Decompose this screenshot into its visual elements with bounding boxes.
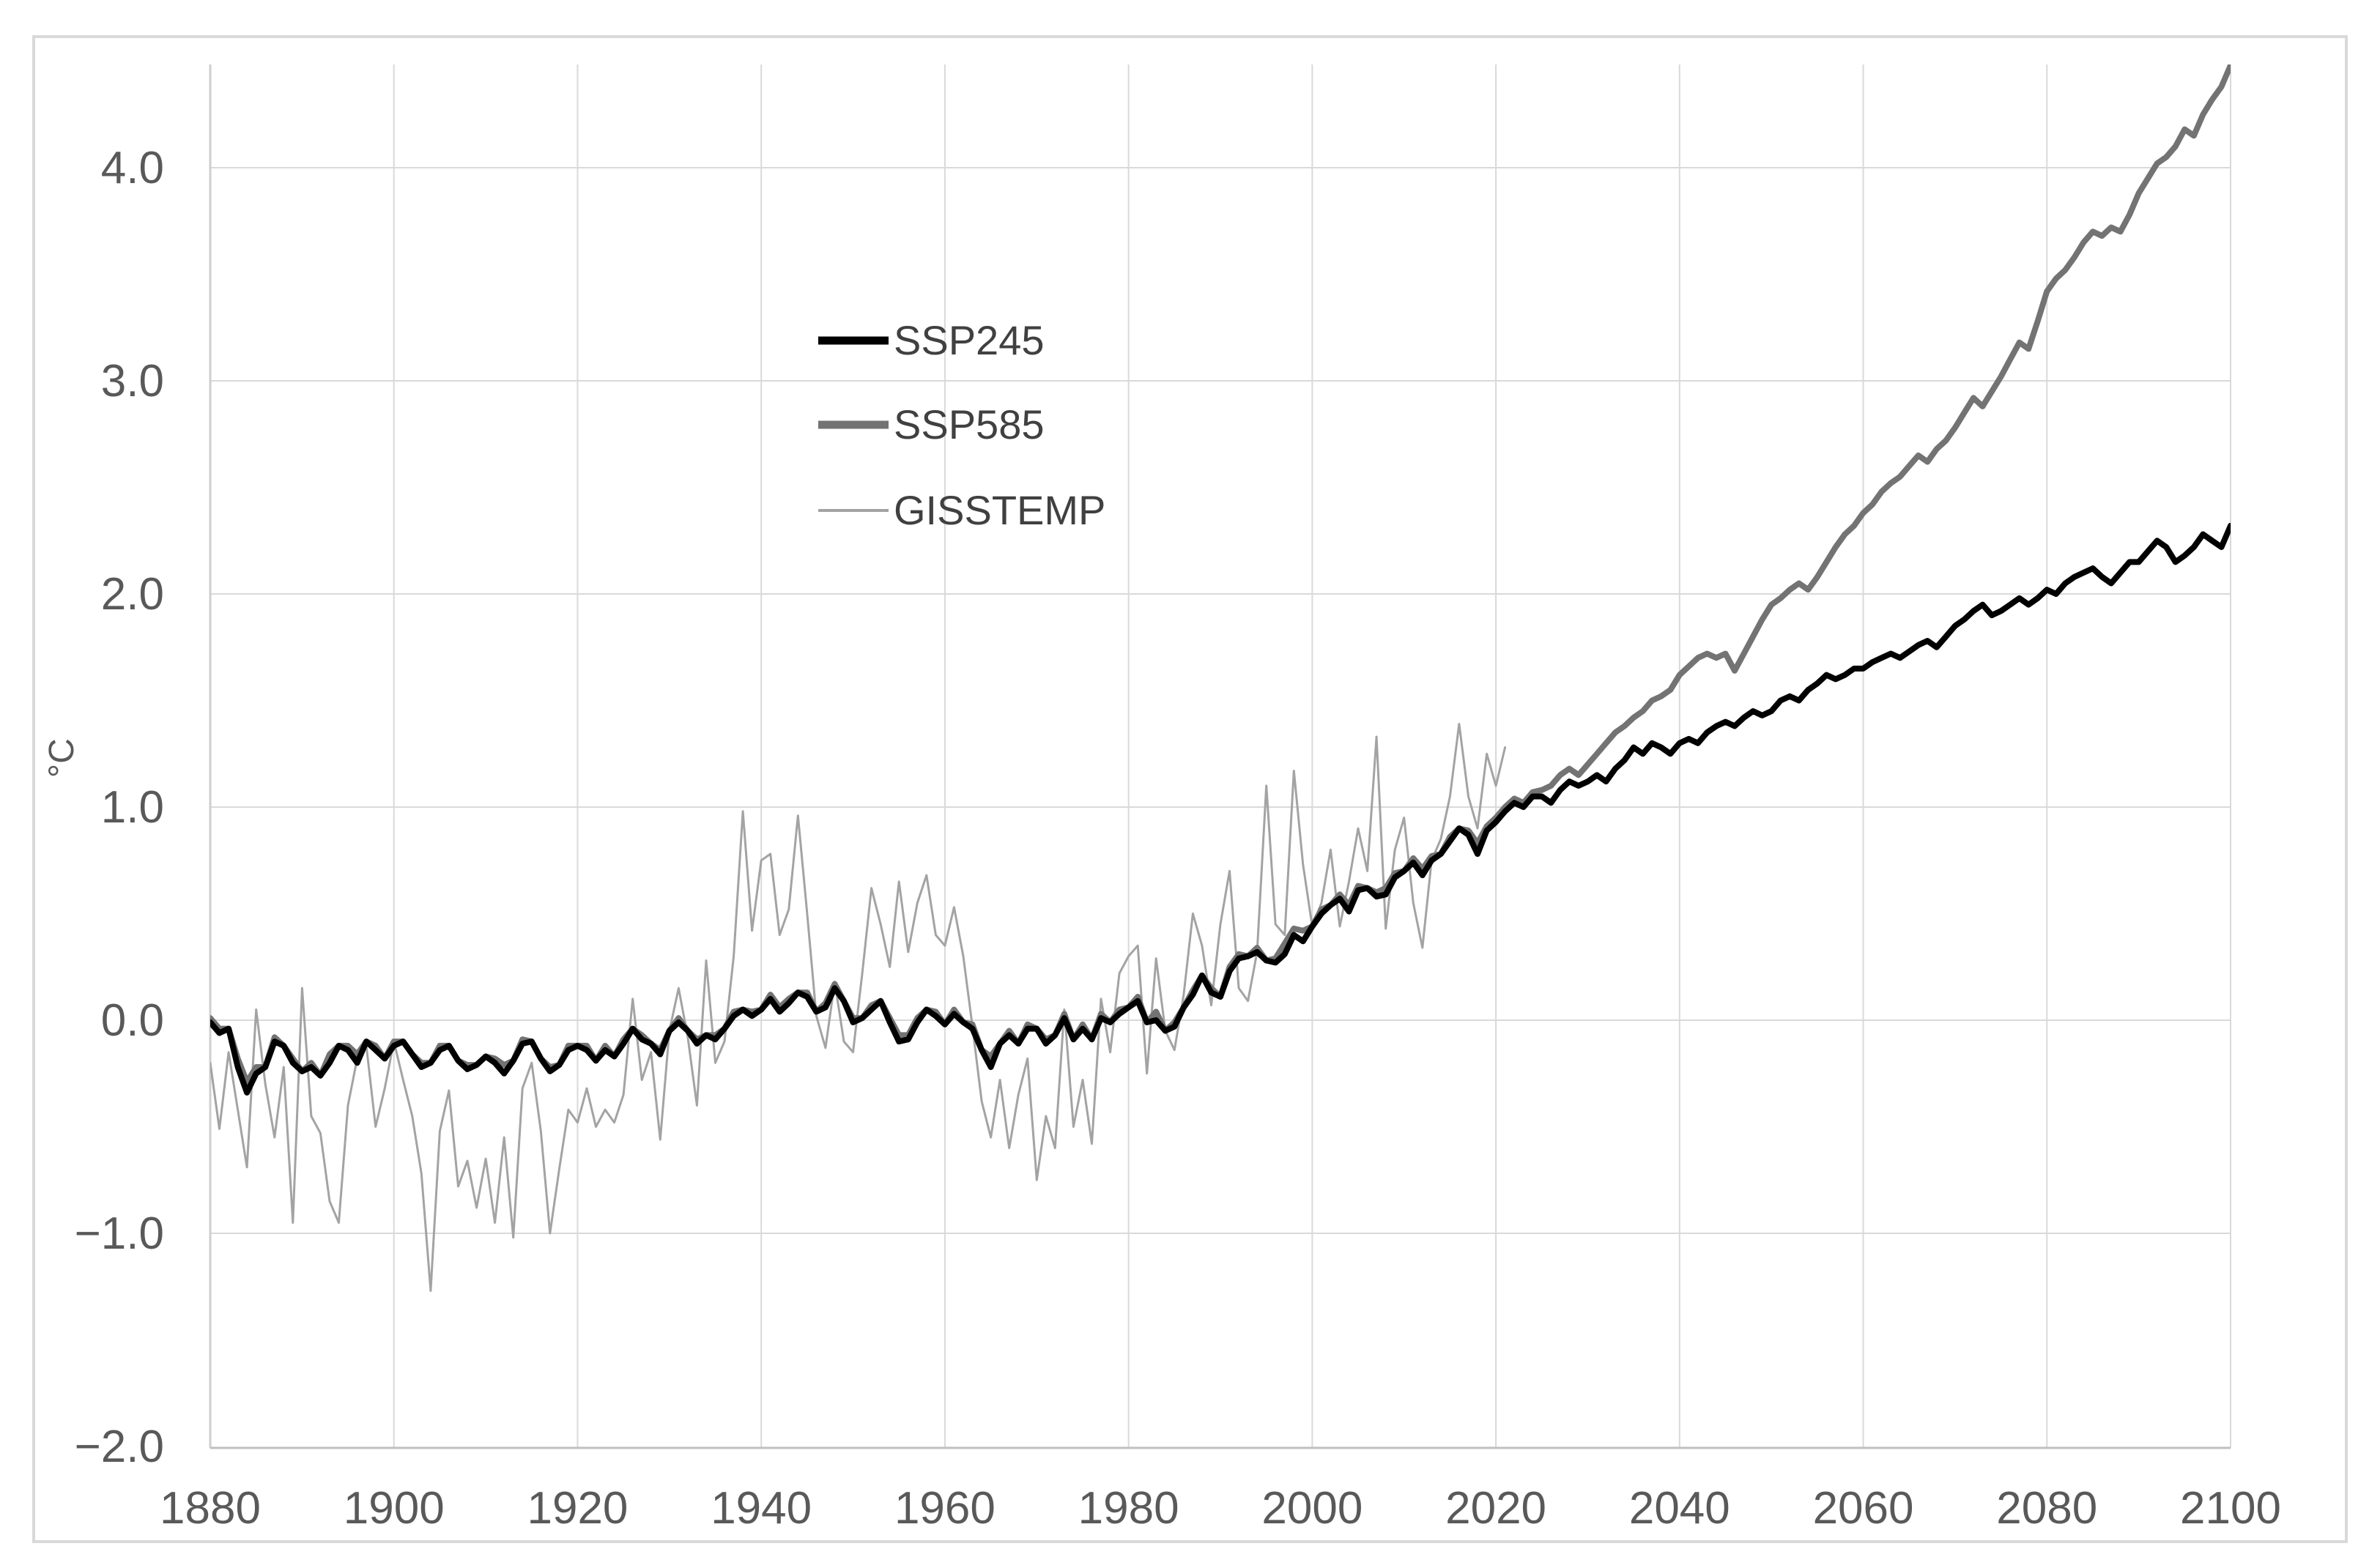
x-tick-label: 2020: [1445, 1483, 1546, 1534]
x-tick-label: 2040: [1629, 1483, 1730, 1534]
x-tick-label: 2080: [1996, 1483, 2097, 1534]
legend-label-ssp245: SSP245: [894, 317, 1045, 363]
legend-label-ssp585: SSP585: [894, 401, 1045, 447]
figure-border: [32, 35, 2348, 1543]
y-tick-label: 2.0: [101, 569, 164, 620]
x-tick-label: 1880: [160, 1483, 261, 1534]
y-tick-label: 0.0: [101, 995, 164, 1046]
y-axis-tick-labels: 4.0 3.0 2.0 1.0 0.0 −1.0 −2.0: [75, 143, 164, 1472]
x-tick-label: 1960: [894, 1483, 996, 1534]
x-tick-label: 1900: [344, 1483, 445, 1534]
x-tick-label: 1980: [1078, 1483, 1179, 1534]
x-tick-label: 2060: [1813, 1483, 1914, 1534]
y-tick-label: 4.0: [101, 143, 164, 193]
y-tick-label: 1.0: [101, 782, 164, 833]
x-axis-tick-labels: 1880 1900 1920 1940 1960 1980 2000 2020 2040 2060…: [160, 1483, 2281, 1534]
y-tick-label: −1.0: [75, 1208, 164, 1259]
x-tick-label: 1920: [527, 1483, 628, 1534]
x-tick-label: 1940: [711, 1483, 812, 1534]
legend-label-gisstemp: GISSTEMP: [894, 487, 1105, 533]
y-tick-label: −2.0: [75, 1422, 164, 1472]
gisstemp-line: [210, 723, 1507, 1293]
y-axis-title: °C: [42, 738, 81, 778]
x-tick-label: 2100: [2180, 1483, 2281, 1534]
legend: SSP245 SSP585 GISSTEMP: [818, 317, 1105, 533]
y-tick-label: 3.0: [101, 356, 164, 406]
ssp245-line: [210, 522, 2231, 1096]
x-tick-label: 2000: [1261, 1483, 1363, 1534]
